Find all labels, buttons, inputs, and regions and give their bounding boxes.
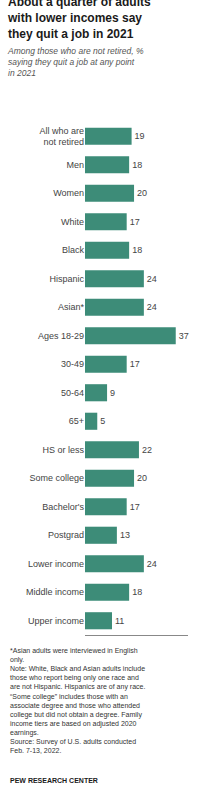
svg-text:50-64: 50-64 — [61, 388, 84, 398]
svg-text:30-49: 30-49 — [61, 359, 84, 369]
svg-text:White: White — [61, 217, 84, 227]
svg-text:20: 20 — [137, 473, 147, 483]
svg-text:All who arenot retired: All who arenot retired — [39, 126, 84, 148]
svg-text:Women: Women — [53, 188, 84, 198]
svg-text:Bachelor's: Bachelor's — [42, 502, 84, 512]
svg-text:Lower income: Lower income — [28, 559, 84, 569]
svg-text:18: 18 — [132, 160, 142, 170]
svg-text:Middle income: Middle income — [26, 587, 84, 597]
svg-text:19: 19 — [135, 131, 145, 141]
svg-text:20: 20 — [137, 188, 147, 198]
svg-text:18: 18 — [132, 587, 142, 597]
svg-text:Some college: Some college — [29, 473, 84, 483]
svg-text:13: 13 — [120, 530, 130, 540]
svg-text:Upper income: Upper income — [28, 616, 84, 626]
svg-text:17: 17 — [130, 217, 140, 227]
svg-text:Postgrad: Postgrad — [48, 530, 84, 540]
svg-text:5: 5 — [100, 416, 105, 426]
svg-text:*Asian adults were interviewed: *Asian adults were interviewed in Englis… — [10, 647, 145, 754]
svg-text:9: 9 — [110, 388, 115, 398]
svg-text:About a quarter of adultswith: About a quarter of adultswith lower inco… — [7, 0, 151, 41]
svg-text:18: 18 — [132, 245, 142, 255]
svg-text:Black: Black — [62, 245, 85, 255]
svg-text:Hispanic: Hispanic — [49, 274, 84, 284]
svg-text:Among those who are not retire: Among those who are not retired, %saying… — [7, 46, 144, 78]
svg-text:37: 37 — [179, 331, 189, 341]
svg-text:HS or less: HS or less — [42, 445, 84, 455]
svg-text:65+: 65+ — [69, 416, 84, 426]
svg-text:24: 24 — [147, 302, 157, 312]
svg-text:22: 22 — [142, 445, 152, 455]
svg-text:Men: Men — [66, 160, 84, 170]
svg-text:17: 17 — [130, 359, 140, 369]
svg-text:Asian*: Asian* — [58, 302, 85, 312]
svg-text:11: 11 — [115, 616, 124, 626]
svg-text:24: 24 — [147, 274, 157, 284]
svg-text:Ages 18-29: Ages 18-29 — [38, 331, 84, 341]
svg-text:24: 24 — [147, 559, 157, 569]
svg-text:PEW RESEARCH CENTER: PEW RESEARCH CENTER — [10, 777, 98, 784]
svg-text:17: 17 — [130, 502, 140, 512]
